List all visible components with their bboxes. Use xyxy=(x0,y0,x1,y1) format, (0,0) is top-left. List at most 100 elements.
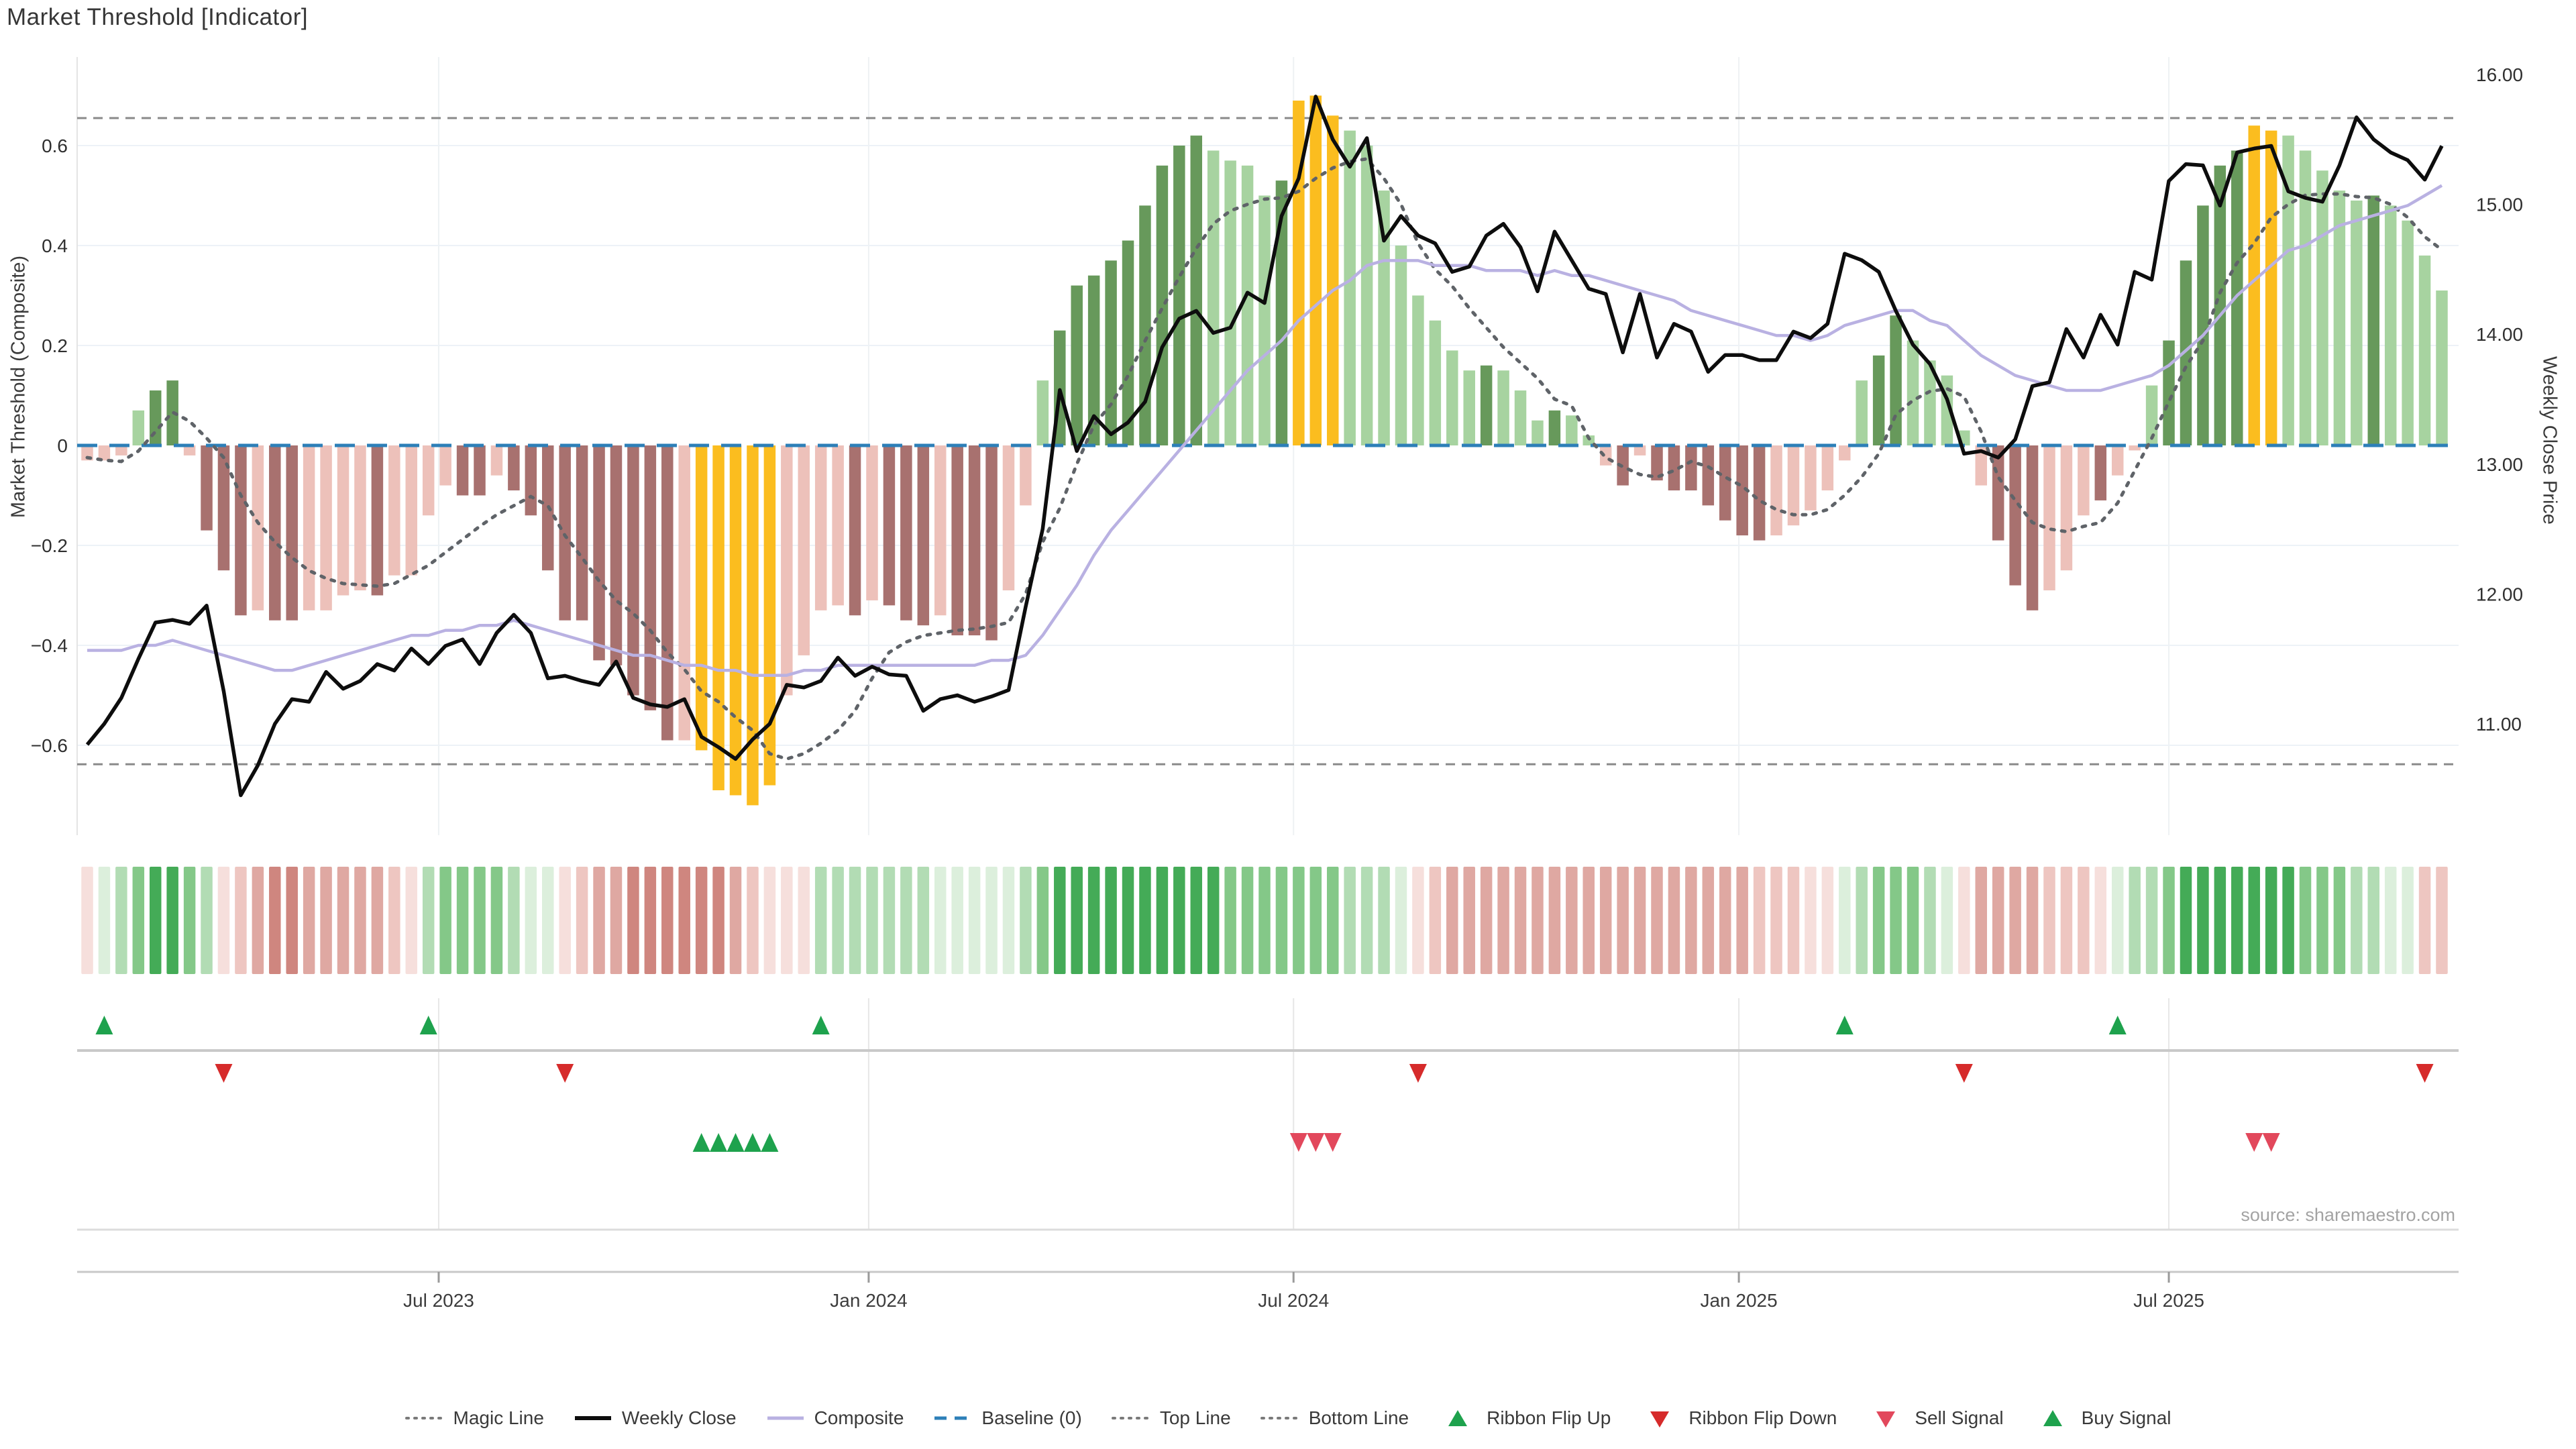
ribbon-cell xyxy=(2180,867,2192,974)
weekly-close-line xyxy=(85,95,2444,798)
legend-label: Baseline (0) xyxy=(981,1407,1082,1428)
ribbon-cell xyxy=(2436,867,2448,974)
composite-bar xyxy=(1241,165,1254,446)
composite-bar xyxy=(1582,435,1595,445)
composite-bar xyxy=(1207,150,1220,445)
composite-bar xyxy=(2163,340,2175,445)
composite-bar xyxy=(2060,445,2073,571)
ribbon-cell xyxy=(1958,867,1970,974)
composite-bar xyxy=(98,445,111,461)
composite-bar xyxy=(1566,415,1578,445)
composite-bar xyxy=(354,445,366,591)
buy-signal-marker xyxy=(727,1133,745,1152)
ribbon-cell xyxy=(1719,867,1731,974)
ribbon-cell xyxy=(81,867,93,974)
ribbon-cell xyxy=(747,867,759,974)
composite-bar xyxy=(1429,320,1442,445)
ribbon-cell xyxy=(115,867,127,974)
ribbon-flip-down-marker xyxy=(1409,1064,1427,1083)
composite-bar xyxy=(508,445,520,491)
composite-bar xyxy=(1599,445,1612,466)
ribbon-cell xyxy=(559,867,571,974)
composite-bar xyxy=(2418,255,2431,445)
ribbon-cell xyxy=(968,867,981,974)
ribbon-flip-up-marker xyxy=(419,1016,437,1034)
composite-bar xyxy=(1446,350,1458,445)
left-axis-title: Market Threshold (Composite) xyxy=(7,255,30,519)
composite-bar xyxy=(2180,260,2192,445)
ribbon-cell xyxy=(1293,867,1305,974)
composite-bar xyxy=(1190,136,1203,445)
left-axis-tick-label: 0 xyxy=(57,435,68,456)
ribbon-cell xyxy=(1207,867,1220,974)
ribbon-cell xyxy=(2248,867,2260,974)
ribbon-cell xyxy=(1856,867,1868,974)
composite-bar xyxy=(1326,115,1339,446)
ribbon-cell xyxy=(1805,867,1817,974)
composite-bar xyxy=(2402,220,2414,445)
ribbon-cell xyxy=(1633,867,1646,974)
composite-bar xyxy=(1839,445,1851,461)
ribbon-cell xyxy=(678,867,690,974)
legend-label: Ribbon Flip Down xyxy=(1688,1407,1837,1428)
ribbon-cell xyxy=(1156,867,1169,974)
ribbon-cell xyxy=(1224,867,1236,974)
legend-label: Bottom Line xyxy=(1308,1407,1409,1428)
x-axis-tick-label: Jul 2023 xyxy=(403,1290,474,1311)
triangle-down-icon xyxy=(1650,1411,1670,1428)
composite-bar xyxy=(217,445,230,571)
ribbon-cell xyxy=(1582,867,1595,974)
composite-bar xyxy=(1685,445,1697,491)
source-note: source: sharemaestro.com xyxy=(2241,1205,2455,1225)
ribbon-cell xyxy=(1190,867,1203,974)
ribbon-cell xyxy=(2078,867,2090,974)
buy-signal-marker xyxy=(743,1133,761,1152)
composite-bar xyxy=(559,445,571,621)
composite-bar xyxy=(286,445,298,621)
composite-bar xyxy=(252,445,264,610)
right-axis-title: Weekly Close Price xyxy=(2538,356,2561,525)
ribbon-cell xyxy=(1020,867,1032,974)
composite-bar xyxy=(951,445,963,636)
ribbon-cell xyxy=(1054,867,1066,974)
ribbon-cell xyxy=(1087,867,1100,974)
ribbon-cell xyxy=(2094,867,2107,974)
composite-bar xyxy=(269,445,281,621)
triangle-down-icon xyxy=(1876,1411,1896,1428)
right-axis-tick-label: 14.00 xyxy=(2476,324,2523,345)
composite-bar xyxy=(2214,165,2226,446)
ribbon-cell xyxy=(593,867,605,974)
composite-bar xyxy=(235,445,247,616)
ribbon-cell xyxy=(388,867,400,974)
right-axis-tick-label: 15.00 xyxy=(2476,195,2523,215)
ribbon-cell xyxy=(2043,867,2055,974)
sell-signal-marker xyxy=(1289,1133,1307,1152)
composite-bar xyxy=(2231,150,2243,445)
ribbon-flip-up-marker xyxy=(812,1016,830,1034)
composite-bar xyxy=(1787,445,1800,526)
ribbon-cell xyxy=(456,867,469,974)
composite-bar xyxy=(2197,205,2209,445)
composite-bar xyxy=(661,445,674,741)
composite-bar xyxy=(1907,340,1919,445)
legend-item-ribbon-flip-down: Ribbon Flip Down xyxy=(1640,1407,1837,1429)
sell-signal-marker xyxy=(1307,1133,1325,1152)
ribbon-cell xyxy=(610,867,623,974)
composite-bar xyxy=(2043,445,2055,591)
composite-bar xyxy=(490,445,503,476)
composite-bar xyxy=(2384,205,2397,445)
ribbon-cell xyxy=(866,867,878,974)
legend-label: Ribbon Flip Up xyxy=(1487,1407,1611,1428)
ribbon-cell xyxy=(217,867,230,974)
ribbon-cell xyxy=(422,867,435,974)
composite-bar xyxy=(781,445,793,696)
composite-bar xyxy=(337,445,350,596)
ribbon-cell xyxy=(951,867,963,974)
composite-bar xyxy=(1087,275,1100,445)
ribbon-cell xyxy=(201,867,213,974)
x-axis-tick-label: Jul 2025 xyxy=(2133,1290,2204,1311)
magic-line xyxy=(85,157,2444,761)
ribbon-flip-up-marker xyxy=(95,1016,113,1034)
ribbon-cell xyxy=(2282,867,2294,974)
ribbon-cell xyxy=(1002,867,1015,974)
